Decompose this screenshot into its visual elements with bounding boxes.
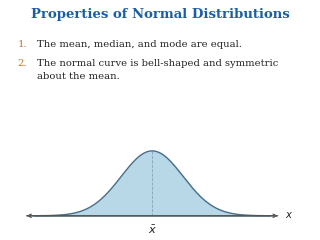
Text: The normal curve is bell-shaped and symmetric: The normal curve is bell-shaped and symm… [37, 59, 278, 68]
Text: The mean, median, and mode are equal.: The mean, median, and mode are equal. [37, 40, 242, 49]
Text: $x$: $x$ [285, 210, 293, 220]
Text: $\bar{x}$: $\bar{x}$ [148, 224, 157, 236]
Text: 2.: 2. [18, 59, 27, 68]
Text: Properties of Normal Distributions: Properties of Normal Distributions [31, 8, 289, 21]
Text: 1.: 1. [18, 40, 27, 49]
Text: about the mean.: about the mean. [37, 72, 120, 81]
